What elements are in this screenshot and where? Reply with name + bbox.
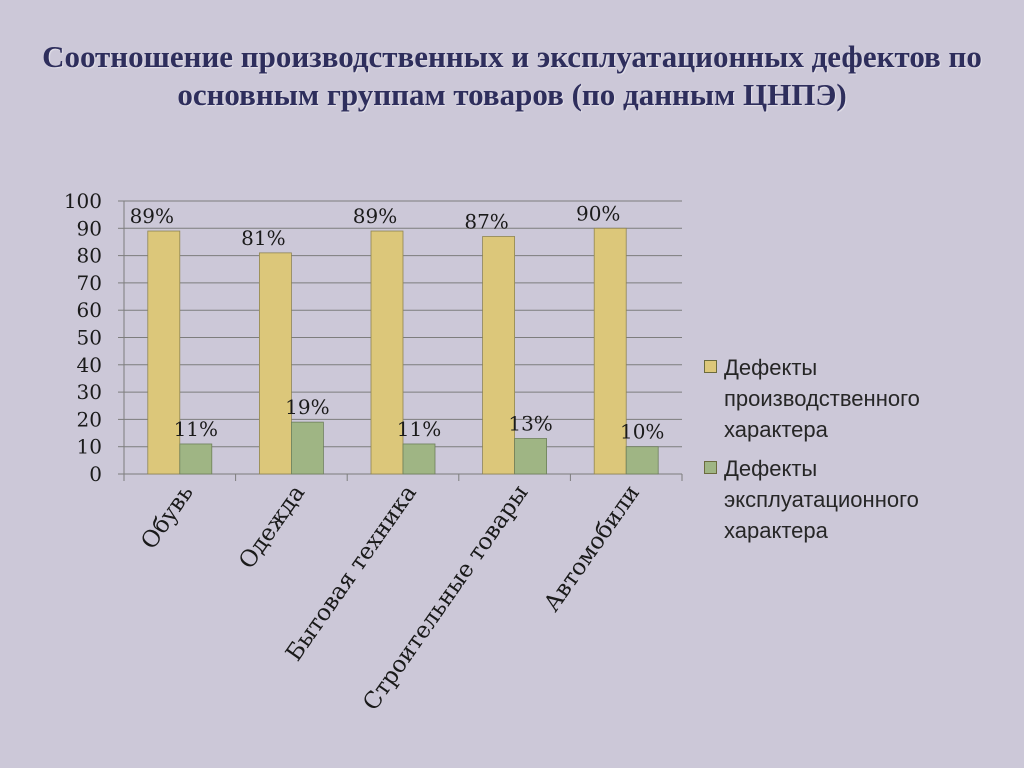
data-label-operation: 13% — [508, 412, 552, 436]
y-tick-label: 30 — [77, 380, 102, 404]
x-category-label: Автомобили — [539, 481, 645, 617]
x-category-label: Одежда — [234, 480, 310, 574]
legend-item-operation: Дефекты эксплуатационного характера — [702, 453, 1002, 546]
data-label-production: 81% — [241, 226, 285, 250]
chart-legend: Дефекты производственного характера Дефе… — [702, 352, 1002, 554]
bar-production — [147, 230, 181, 475]
y-tick-label: 90 — [77, 216, 102, 240]
y-tick-label: 20 — [77, 407, 102, 431]
bar-production — [482, 236, 516, 475]
data-label-production: 87% — [464, 209, 508, 233]
data-label-production: 89% — [130, 204, 174, 228]
bar-operation — [290, 421, 324, 475]
chart-title: Соотношение производственных и эксплуата… — [42, 39, 982, 112]
legend-swatch-operation — [704, 461, 717, 474]
data-label-production: 90% — [576, 201, 620, 225]
y-tick-label: 40 — [77, 353, 102, 377]
legend-swatch-production — [704, 360, 717, 373]
y-tick-label: 100 — [64, 189, 102, 213]
y-tick-label: 70 — [77, 271, 102, 295]
data-label-operation: 11% — [174, 417, 218, 441]
y-tick-label: 0 — [89, 462, 102, 486]
legend-item-production: Дефекты производственного характера — [702, 352, 1002, 445]
bar-operation — [179, 443, 213, 475]
bar-operation — [625, 446, 659, 475]
bar-production — [370, 230, 404, 475]
y-tick-label: 10 — [77, 435, 102, 459]
data-label-operation: 11% — [397, 417, 441, 441]
bar-operation — [514, 438, 547, 475]
data-label-operation: 19% — [285, 395, 329, 419]
y-tick-label: 60 — [77, 298, 102, 322]
bar-production — [593, 227, 627, 475]
x-category-label: Обувь — [136, 481, 198, 555]
bar-production — [258, 252, 292, 475]
legend-label-operation: Дефекты эксплуатационного характера — [724, 456, 919, 543]
y-tick-label: 50 — [77, 326, 102, 350]
y-tick-label: 80 — [77, 244, 102, 268]
legend-label-production: Дефекты производственного характера — [724, 355, 920, 442]
data-label-production: 89% — [353, 204, 397, 228]
data-label-operation: 10% — [620, 420, 664, 444]
bar-operation — [402, 443, 436, 475]
